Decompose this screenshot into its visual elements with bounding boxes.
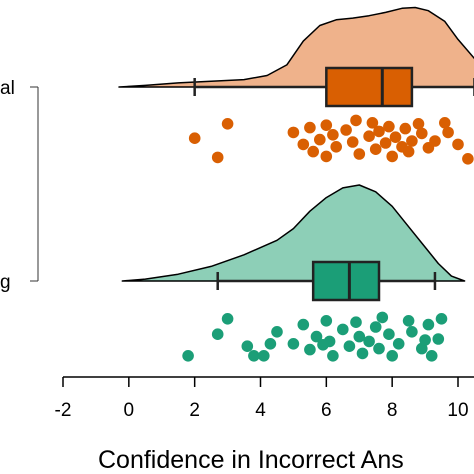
data-point [386,150,399,163]
data-point [287,338,300,350]
data-point [366,117,379,129]
data-point [264,338,277,350]
data-point [442,126,454,139]
data-point [363,335,375,348]
density-curve [118,6,474,88]
data-point [429,135,441,147]
data-point [327,350,339,362]
data-point [363,130,375,142]
data-point [406,135,418,147]
x-tick-label: -2 [55,400,72,421]
data-point [297,138,310,151]
data-point [287,126,300,139]
x-tick-label: 8 [387,400,398,421]
data-point [310,330,323,343]
x-tick-label: 10 [447,400,468,421]
data-point [439,117,451,129]
data-point [346,136,359,148]
data-point [327,129,339,141]
x-axis: -2 0 2 4 6 8 10 [55,376,474,421]
data-point [412,118,425,130]
data-point [383,328,395,341]
data-point [350,114,362,127]
data-point [389,131,402,143]
data-point [379,137,392,149]
data-point [386,350,399,362]
data-point [304,343,316,356]
data-point [182,350,194,362]
data-point [314,133,326,146]
data-point [373,125,385,138]
x-tick-label: 0 [124,400,135,421]
data-point [221,313,234,325]
data-point [340,124,352,136]
data-point [353,330,366,343]
data-point [320,119,333,131]
data-point [211,151,224,164]
x-tick-label: 2 [189,400,200,421]
group-label: al [0,78,15,99]
group-0 [118,6,474,165]
box [325,66,414,108]
data-point [399,122,412,135]
data-point [337,323,349,336]
data-point [320,315,333,327]
data-point [376,311,389,324]
data-point [317,339,329,351]
data-point [419,334,431,346]
data-point [462,153,474,165]
data-point [356,347,369,360]
data-point [307,145,320,158]
data-point [271,326,283,338]
groups-layer [118,6,474,362]
data-point [241,340,254,353]
data-point [258,350,270,362]
data-point [416,127,428,140]
data-point [435,313,448,325]
box [311,260,381,302]
data-point [350,316,362,329]
data-point [353,148,366,160]
data-point [369,143,382,155]
group-1 [121,184,466,362]
data-point [402,315,415,327]
data-point [248,350,260,362]
data-point [452,138,464,151]
data-point [425,350,438,362]
data-point [383,120,395,133]
density-curve [121,184,466,282]
data-point [373,342,385,355]
data-point [369,321,382,333]
data-point [406,326,418,338]
group-label: g [0,272,11,293]
data-point [392,338,405,350]
data-point [188,132,201,144]
data-point [432,333,445,345]
data-point [402,145,415,158]
data-point [320,150,333,163]
x-tick-label: 6 [321,400,332,421]
x-axis-title: Confidence in Incorrect Ans [98,446,404,474]
data-point [343,340,356,353]
data-point [221,118,234,130]
data-point [304,121,316,134]
data-point [330,141,343,153]
data-point [422,318,435,331]
data-point [297,318,310,331]
data-point [211,328,224,341]
x-tick-label: 4 [255,400,266,421]
